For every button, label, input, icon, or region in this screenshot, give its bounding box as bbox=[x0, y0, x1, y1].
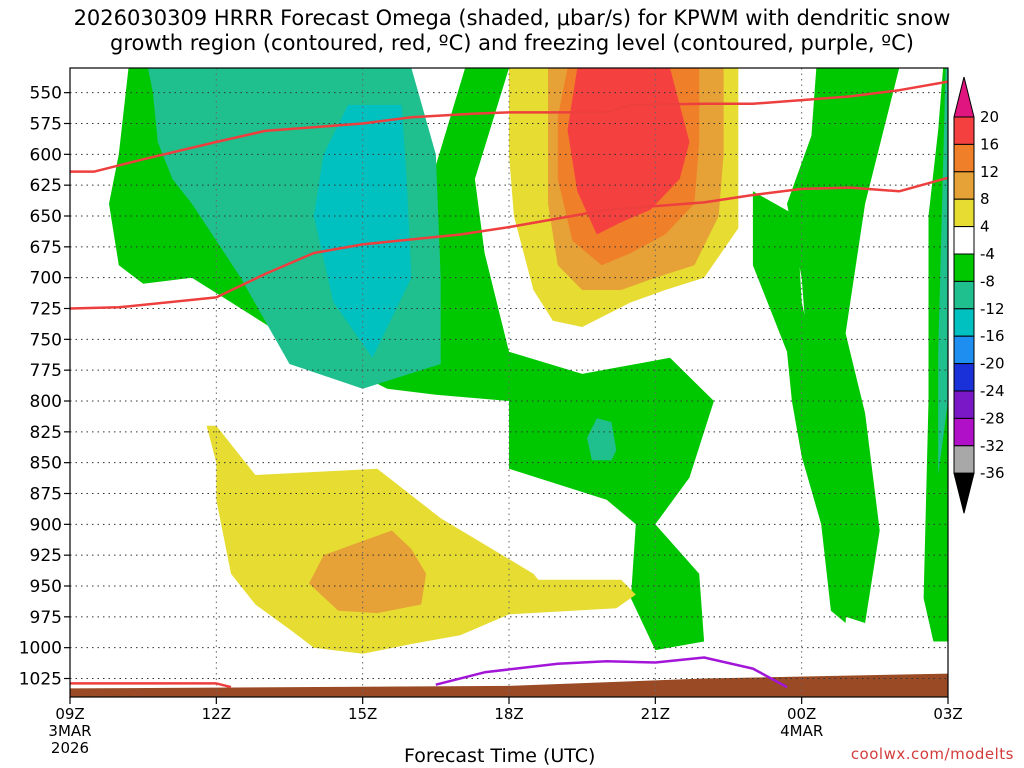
colorbar-swatch-8 bbox=[953, 335, 975, 365]
y-tick-label-900: 900 bbox=[30, 515, 62, 535]
x-tick-label-03Z: 03Z bbox=[933, 705, 962, 723]
x-tick-label-21Z: 21Z bbox=[641, 705, 670, 723]
omega-region-13 bbox=[309, 530, 427, 614]
colorbar-swatch-12 bbox=[953, 445, 975, 474]
omega-region-2 bbox=[313, 105, 412, 358]
y-tick-label-975: 975 bbox=[30, 608, 62, 628]
y-tick-label-950: 950 bbox=[30, 577, 62, 597]
y-tick-label-725: 725 bbox=[30, 300, 62, 320]
omega-region-4 bbox=[787, 68, 900, 623]
site-credit[interactable]: coolwx.com/modelts bbox=[850, 745, 1014, 763]
colorbar-label-1: 16 bbox=[980, 135, 999, 153]
colorbar-swatch-9 bbox=[953, 363, 975, 392]
omega-region-5 bbox=[752, 191, 851, 624]
colorbar-label-10: -24 bbox=[980, 382, 1005, 400]
omega-shaded-regions bbox=[109, 68, 948, 654]
colorbar-label-6: -8 bbox=[980, 272, 995, 290]
colorbar-label-9: -20 bbox=[980, 355, 1005, 373]
contour-dgz-surface bbox=[70, 682, 232, 689]
colorbar-label-13: -36 bbox=[980, 464, 1005, 482]
y-tick-label-775: 775 bbox=[30, 361, 62, 381]
x-date-label-3MAR: 3MAR bbox=[48, 722, 91, 740]
colorbar-swatch-11 bbox=[953, 417, 975, 447]
colorbar-swatch-10 bbox=[953, 390, 975, 419]
temperature-contours bbox=[69, 80, 949, 689]
x-axis-title: Forecast Time (UTC) bbox=[404, 745, 596, 767]
colorbar-label-0: 20 bbox=[980, 108, 999, 126]
colorbar-label-4: 4 bbox=[980, 218, 990, 236]
colorbar-cap-bottom bbox=[953, 472, 975, 514]
colorbar-label-12: -32 bbox=[980, 437, 1005, 455]
contour-dgz-lower bbox=[69, 176, 949, 310]
x-tick-label-15Z: 15Z bbox=[348, 705, 377, 723]
colorbar-swatch-1 bbox=[953, 143, 975, 173]
x-tick-label-18Z: 18Z bbox=[494, 705, 523, 723]
y-tick-label-1000: 1000 bbox=[19, 639, 62, 659]
x-tick-label-12Z: 12Z bbox=[202, 705, 231, 723]
y-tick-label-850: 850 bbox=[30, 454, 62, 474]
contour-freezing-level bbox=[435, 656, 788, 689]
y-tick-label-575: 575 bbox=[30, 115, 62, 135]
colorbar-label-8: -16 bbox=[980, 327, 1005, 345]
colorbar-swatch-3 bbox=[953, 198, 975, 228]
x-date-label-4MAR: 4MAR bbox=[780, 722, 823, 740]
contour-dgz-upper bbox=[70, 80, 949, 173]
y-axis: 550 575 600 625 650 675 700 725 750 775 800 825 850 8… bbox=[19, 84, 70, 690]
y-tick-label-650: 650 bbox=[30, 207, 62, 227]
colorbar-label-3: 8 bbox=[980, 190, 990, 208]
y-tick-label-675: 675 bbox=[30, 238, 62, 258]
colorbar-swatch-6 bbox=[953, 280, 975, 310]
colorbar-label-5: -4 bbox=[980, 245, 995, 263]
x-tick-label-00Z: 00Z bbox=[787, 705, 816, 723]
colorbar-swatch-2 bbox=[953, 171, 975, 200]
x-year-label-2026: 2026 bbox=[51, 739, 89, 757]
colorbar-label-7: -12 bbox=[980, 300, 1005, 318]
colorbar-label-2: 12 bbox=[980, 163, 999, 181]
y-tick-label-875: 875 bbox=[30, 485, 62, 505]
y-tick-label-925: 925 bbox=[30, 546, 62, 566]
omega-region-11 bbox=[567, 68, 690, 235]
omega-region-7 bbox=[938, 68, 948, 475]
chart-title-line-1: 2026030309 HRRR Forecast Omega (shaded, … bbox=[73, 6, 951, 30]
y-tick-label-550: 550 bbox=[30, 84, 62, 104]
omega-region-12 bbox=[206, 425, 636, 654]
colorbar-label-11: -28 bbox=[980, 409, 1005, 427]
colorbar-swatch-0 bbox=[953, 116, 975, 145]
terrain-surface bbox=[70, 673, 948, 697]
chart-title: 2026030309 HRRR Forecast Omega (shaded, … bbox=[0, 6, 1024, 56]
colorbar-swatch-5 bbox=[953, 253, 975, 282]
y-tick-label-800: 800 bbox=[30, 392, 62, 412]
y-tick-label-700: 700 bbox=[30, 269, 62, 289]
y-tick-label-600: 600 bbox=[30, 145, 62, 165]
chart-title-line-2: growth region (contoured, red, ºC) and f… bbox=[110, 31, 914, 55]
colorbar-cap-top bbox=[953, 76, 975, 118]
gridlines bbox=[70, 68, 948, 697]
y-tick-label-825: 825 bbox=[30, 423, 62, 443]
colorbar-swatch-4 bbox=[953, 226, 975, 255]
y-tick-label-1025: 1025 bbox=[19, 670, 62, 690]
colorbar-swatch-7 bbox=[953, 308, 975, 337]
x-tick-label-09Z: 09Z bbox=[55, 705, 84, 723]
colorbar: 20 16 12 8 4 -4 -8 -12 -16 -20 -24 -28 -32 -36 bbox=[953, 76, 1005, 514]
omega-region-3 bbox=[587, 418, 617, 461]
y-tick-label-625: 625 bbox=[30, 176, 62, 196]
terrain-layer bbox=[70, 673, 948, 697]
y-tick-label-750: 750 bbox=[30, 330, 62, 350]
